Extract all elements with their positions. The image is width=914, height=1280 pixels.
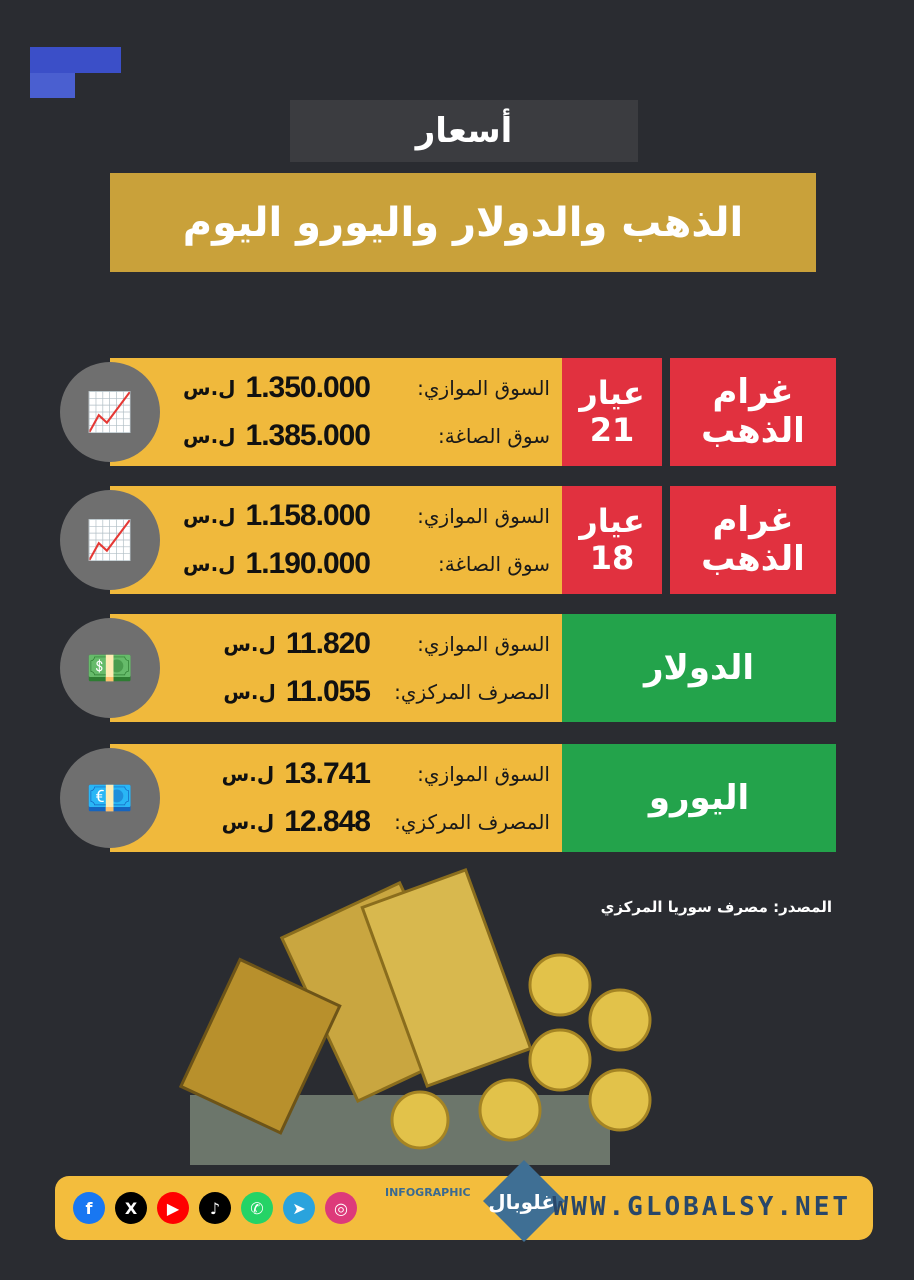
website-link[interactable]: WWW.GLOBALSY.NET: [552, 1192, 851, 1222]
price-value: 1.350.000: [245, 371, 371, 404]
header-subtitle: أسعار: [290, 100, 638, 162]
instagram-icon[interactable]: ◎: [325, 1192, 357, 1224]
tiktok-icon[interactable]: ♪: [199, 1192, 231, 1224]
youtube-glyph: ▶: [166, 1198, 180, 1218]
price-value: 11.055: [285, 675, 371, 708]
karat-label: عيار: [579, 502, 645, 541]
currency-label: ل.س: [221, 810, 275, 834]
price-line: السوق الموازي: 1.350.000 ل.س: [180, 366, 550, 410]
whatsapp-glyph: ✆: [250, 1198, 264, 1218]
telegram-icon[interactable]: ➤: [283, 1192, 315, 1224]
price-panel: السوق الموازي: 1.158.000 ل.س سوق الصاغة:…: [110, 486, 562, 594]
source-text: المصدر: مصرف سوريا المركزي: [600, 898, 832, 916]
footer-bar: f X ▶ ♪ ✆ ➤ ◎ INFOGRAPHIC غلوبال WWW.GLOBALSY.…: [55, 1159, 873, 1243]
telegram-glyph: ➤: [292, 1198, 306, 1218]
currency-label: ل.س: [221, 762, 275, 786]
gold-bars-coins-image: [178, 867, 652, 1165]
price-value: 1.385.000: [245, 419, 371, 452]
globalsy-logo-text: غلوبال: [488, 1190, 555, 1214]
price-panel: السوق الموازي: 13.741 ل.س المصرف المركزي…: [110, 744, 562, 852]
brand-logo-block: [30, 73, 75, 98]
dollar-banknote-icon: 💵: [60, 618, 160, 718]
price-panel: السوق الموازي: 11.820 ل.س المصرف المركزي…: [110, 614, 562, 722]
currency-label: ل.س: [182, 376, 236, 400]
item-name: غرام الذهب: [701, 371, 805, 451]
price-line: المصرف المركزي: 11.055 ل.س: [180, 670, 550, 714]
price-panel: السوق الموازي: 1.350.000 ل.س سوق الصاغة:…: [110, 358, 562, 466]
item-name-box: غرام الذهب: [670, 486, 836, 594]
karat-box: عيار 21: [562, 358, 662, 466]
karat-value: 21: [589, 411, 635, 449]
page-title: الذهب والدولار واليورو اليوم: [110, 173, 816, 272]
market-label: السوق الموازي:: [417, 376, 550, 400]
whatsapp-icon[interactable]: ✆: [241, 1192, 273, 1224]
item-name: الدولار: [643, 648, 755, 688]
gold-bar-blue-trend-icon: 📈: [60, 490, 160, 590]
item-name: اليورو: [648, 778, 750, 818]
euro-banknote-icon: 💶: [60, 748, 160, 848]
price-line: سوق الصاغة: 1.385.000 ل.س: [180, 414, 550, 458]
youtube-icon[interactable]: ▶: [157, 1192, 189, 1224]
karat-value: 18: [589, 539, 635, 577]
infographic-label: INFOGRAPHIC: [385, 1186, 471, 1199]
tiktok-glyph: ♪: [209, 1198, 221, 1218]
market-label: السوق الموازي:: [417, 504, 550, 528]
item-name-box: غرام الذهب: [670, 358, 836, 466]
market-label: المصرف المركزي:: [394, 680, 550, 704]
currency-label: ل.س: [182, 552, 236, 576]
market-label: السوق الموازي:: [417, 632, 550, 656]
price-line: السوق الموازي: 1.158.000 ل.س: [180, 494, 550, 538]
market-label: سوق الصاغة:: [438, 424, 550, 448]
price-value: 13.741: [284, 757, 371, 790]
price-value: 1.158.000: [245, 499, 371, 532]
item-name-box: اليورو: [562, 744, 836, 852]
currency-label: ل.س: [223, 632, 276, 656]
market-label: سوق الصاغة:: [438, 552, 550, 576]
x-glyph: X: [124, 1198, 138, 1218]
market-label: السوق الموازي:: [417, 762, 550, 786]
instagram-glyph: ◎: [334, 1198, 348, 1218]
facebook-glyph: f: [85, 1198, 93, 1218]
gold-bars-red-trend-icon: 📈: [60, 362, 160, 462]
price-line: السوق الموازي: 11.820 ل.س: [180, 622, 550, 666]
price-line: المصرف المركزي: 12.848 ل.س: [180, 800, 550, 844]
x-icon[interactable]: X: [115, 1192, 147, 1224]
price-line: السوق الموازي: 13.741 ل.س: [180, 752, 550, 796]
currency-label: ل.س: [223, 680, 276, 704]
price-value: 11.820: [285, 627, 371, 660]
market-label: المصرف المركزي:: [394, 810, 550, 834]
price-line: سوق الصاغة: 1.190.000 ل.س: [180, 542, 550, 586]
karat-label: عيار: [579, 374, 645, 413]
currency-label: ل.س: [182, 424, 236, 448]
facebook-icon[interactable]: f: [73, 1192, 105, 1224]
karat-box: عيار 18: [562, 486, 662, 594]
brand-logo-block: [30, 47, 121, 73]
item-name-box: الدولار: [562, 614, 836, 722]
price-value: 1.190.000: [245, 547, 371, 580]
item-name: غرام الذهب: [701, 499, 805, 579]
price-value: 12.848: [284, 805, 371, 838]
currency-label: ل.س: [182, 504, 236, 528]
